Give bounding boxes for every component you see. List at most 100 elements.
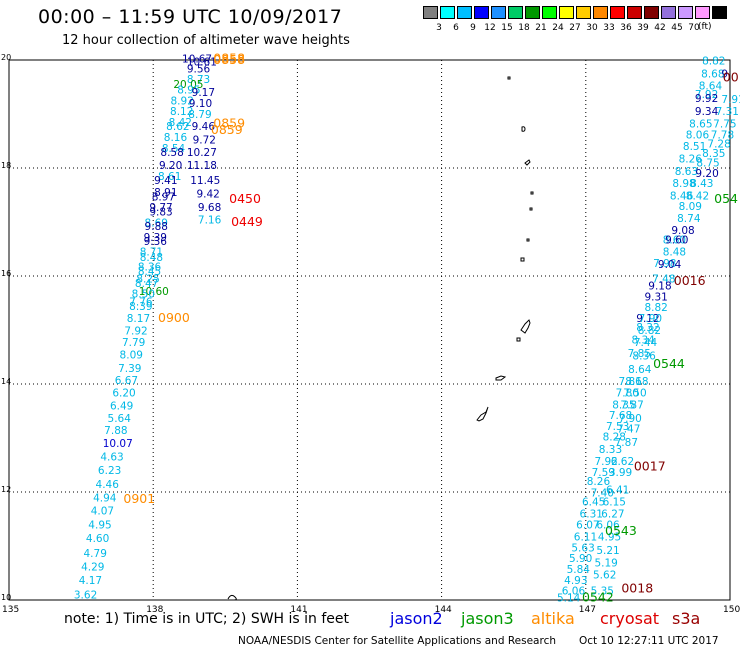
wave-height-value: 4.93 [564, 575, 587, 587]
wave-height-value: 7.28 [707, 138, 730, 150]
longitude-label: 141 [290, 605, 307, 615]
wave-height-value: 7.39 [118, 363, 141, 375]
pass-time-label: 0542 [582, 590, 614, 605]
longitude-label: 138 [146, 605, 163, 615]
wave-height-value: 9.20 [695, 168, 718, 180]
yap-island [227, 594, 237, 601]
saipan-island [520, 319, 531, 334]
wave-height-value: 8.45 [138, 266, 161, 278]
scale-swatch [661, 6, 676, 19]
scale-swatch [678, 6, 693, 19]
latitude-label: 10 [1, 593, 11, 602]
scale-label: 70 [688, 23, 700, 33]
longitude-label: 135 [2, 605, 19, 615]
wave-height-value: 8.74 [677, 213, 701, 225]
pass-time-label: 0858 [213, 52, 245, 67]
guam-island [476, 406, 489, 422]
wave-height-value: 8.28 [603, 432, 626, 444]
pass-time-label: 0901 [123, 491, 155, 506]
wave-height-value: 6.41 [606, 485, 629, 497]
wave-height-value: 7.92 [124, 325, 147, 337]
wave-height-value: 5.35 [591, 586, 614, 598]
wave-height-value: 8.51 [683, 141, 706, 153]
wave-height-value: 7.40 [591, 487, 614, 499]
wave-height-value: 6.06 [562, 586, 586, 598]
wave-height-value: 8.69 [145, 217, 168, 229]
longitude-label: 144 [435, 605, 452, 615]
wave-height-value: 8.50 [132, 289, 155, 301]
wave-height-value: 20.05 [173, 79, 203, 91]
scale-swatch [525, 6, 540, 19]
pass-time-label: 0016 [674, 273, 706, 288]
wave-height-value: 9.39 [144, 232, 167, 244]
wave-height-value: 8.33 [599, 444, 622, 456]
scale-swatch [712, 6, 727, 19]
wave-height-value: 7.78 [711, 129, 734, 141]
longitude-label: 150 [723, 605, 740, 615]
scale-label: 45 [671, 23, 683, 33]
scale-swatch [491, 6, 506, 19]
scale-label: 18 [518, 23, 530, 33]
wave-height-value: 8.39 [129, 301, 152, 313]
wave-height-value: 7.85 [628, 348, 651, 360]
pass-time-label: 00 [723, 70, 739, 85]
latitude-label: 12 [1, 485, 11, 494]
wave-height-value: 7.75 [713, 119, 736, 131]
wave-height-value: 6.20 [112, 387, 135, 399]
wave-height-value: 9.92 [695, 93, 718, 105]
latitude-label: 20 [1, 53, 11, 62]
satellite-legend-altika: altika [531, 609, 575, 628]
island [521, 126, 526, 132]
wave-height-value: 9.20 [159, 160, 182, 172]
scale-swatch [508, 6, 523, 19]
wave-height-value: 8.75 [696, 157, 719, 169]
wave-height-value: 7.76 [129, 297, 153, 309]
pass-time-label: 054 [714, 191, 738, 206]
wave-height-value: 8.43 [690, 178, 713, 190]
wave-height-value: 4.95 [598, 532, 621, 544]
wave-height-value: 9.31 [644, 291, 667, 303]
wave-height-value: 6.06 [596, 520, 620, 532]
wave-height-value: 4.79 [84, 548, 107, 560]
wave-height-value: 6.67 [115, 375, 138, 387]
wave-height-value: 7.79 [122, 337, 145, 349]
wave-height-value: 11.45 [190, 175, 220, 187]
scale-label: 21 [535, 23, 547, 33]
wave-height-value: 7.53 [606, 421, 629, 433]
pass-time-label: 0544 [653, 356, 685, 371]
scale-label: 9 [470, 23, 476, 33]
wave-height-value: 7.47 [617, 424, 640, 436]
wave-height-value: 8.32 [636, 322, 659, 334]
scale-swatch [440, 6, 455, 19]
wave-height-value: 4.46 [96, 479, 120, 491]
wave-height-value: 9.68 [198, 202, 221, 214]
scale-label: 6 [453, 23, 459, 33]
pass-time-label: 0900 [158, 310, 190, 325]
wave-height-value: 7.59 [592, 467, 615, 479]
generated-timestamp: Oct 10 12:27:11 UTC 2017 [579, 635, 719, 647]
wave-height-value: 8.82 [702, 55, 725, 67]
pass-time-label: 0450 [229, 191, 261, 206]
wave-height-value: 8.64 [699, 81, 723, 93]
wave-height-value: 5.14 [557, 593, 581, 605]
wave-height-value: 7.16 [198, 215, 222, 227]
wave-height-value: 8.73 [187, 74, 210, 86]
pass-time-label: 0859 [211, 122, 243, 137]
wave-height-value: 9.10 [189, 98, 212, 110]
wave-height-value: 8.47 [135, 278, 158, 290]
island [530, 191, 534, 195]
wave-height-value: 8.12 [170, 106, 193, 118]
wave-height-value: 8.26 [679, 154, 703, 166]
wave-height-value: 9.77 [149, 202, 172, 214]
wave-height-value: 8.62 [166, 121, 189, 133]
wave-height-value: 8.42 [686, 190, 709, 202]
wave-height-value: 6.23 [98, 465, 121, 477]
wave-height-value: 7.87 [615, 437, 638, 449]
wave-height-value: 5.21 [596, 545, 619, 557]
wave-height-value: 7.92 [695, 89, 718, 101]
latitude-label: 16 [1, 269, 11, 278]
wave-height-value: 8.82 [638, 325, 661, 337]
scale-swatch [542, 6, 557, 19]
wave-height-value: 8.36 [632, 351, 656, 363]
wave-height-value: 8.61 [158, 171, 181, 183]
